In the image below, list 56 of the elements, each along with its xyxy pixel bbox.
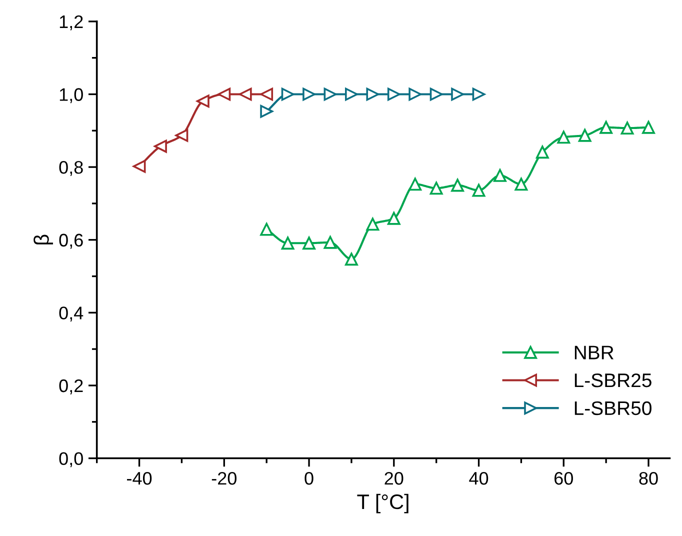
x-tick-label: 80 bbox=[639, 472, 658, 485]
point bbox=[324, 88, 337, 101]
point bbox=[430, 182, 443, 195]
legend-label: NBR bbox=[574, 346, 614, 360]
point bbox=[430, 88, 443, 101]
y-tick-label: 0,0 bbox=[59, 452, 83, 468]
point bbox=[344, 88, 358, 101]
point bbox=[281, 236, 294, 250]
y-tick-label: 0,8 bbox=[59, 160, 83, 176]
x-tick-label: -40 bbox=[127, 472, 152, 485]
point bbox=[302, 88, 316, 101]
point bbox=[408, 88, 422, 101]
x-tick-label: 40 bbox=[469, 472, 488, 485]
y-tick-label: 0,2 bbox=[59, 379, 83, 394]
point bbox=[344, 252, 358, 266]
x-tick-label: 0 bbox=[304, 472, 314, 485]
x-tick-label: -20 bbox=[212, 472, 236, 485]
point bbox=[494, 168, 506, 182]
point bbox=[366, 88, 380, 101]
point bbox=[642, 120, 655, 134]
point bbox=[451, 88, 464, 101]
y-tick-label: 0,4 bbox=[59, 306, 84, 322]
legend-label: L-SBR25 bbox=[574, 373, 652, 388]
x-tick-label: 60 bbox=[554, 472, 573, 485]
point bbox=[387, 212, 400, 225]
point bbox=[387, 88, 400, 101]
point bbox=[260, 88, 274, 101]
point bbox=[451, 178, 464, 192]
point bbox=[132, 160, 146, 173]
y-tick-label: 1,0 bbox=[60, 88, 83, 104]
point bbox=[578, 128, 592, 142]
point bbox=[175, 128, 188, 142]
point bbox=[472, 184, 486, 197]
y-tick-label: 1,2 bbox=[60, 15, 83, 30]
x-axis-title: T [°C] bbox=[357, 494, 408, 514]
point bbox=[260, 222, 274, 236]
point bbox=[514, 178, 528, 191]
y-axis-title: β bbox=[34, 234, 53, 244]
point bbox=[196, 94, 210, 108]
point bbox=[557, 130, 570, 144]
y-tick-label: 0,6 bbox=[59, 234, 83, 249]
point bbox=[324, 236, 337, 249]
point bbox=[408, 178, 422, 191]
point bbox=[260, 104, 274, 118]
point bbox=[600, 120, 613, 134]
point bbox=[302, 236, 316, 250]
point bbox=[281, 88, 294, 101]
point bbox=[536, 146, 549, 159]
point bbox=[366, 218, 380, 231]
x-tick-label: 20 bbox=[384, 472, 404, 485]
point bbox=[472, 88, 486, 101]
legend-label: L-SBR50 bbox=[574, 401, 652, 416]
point bbox=[218, 88, 231, 101]
point bbox=[154, 140, 167, 153]
point bbox=[620, 122, 634, 135]
point bbox=[238, 88, 252, 101]
